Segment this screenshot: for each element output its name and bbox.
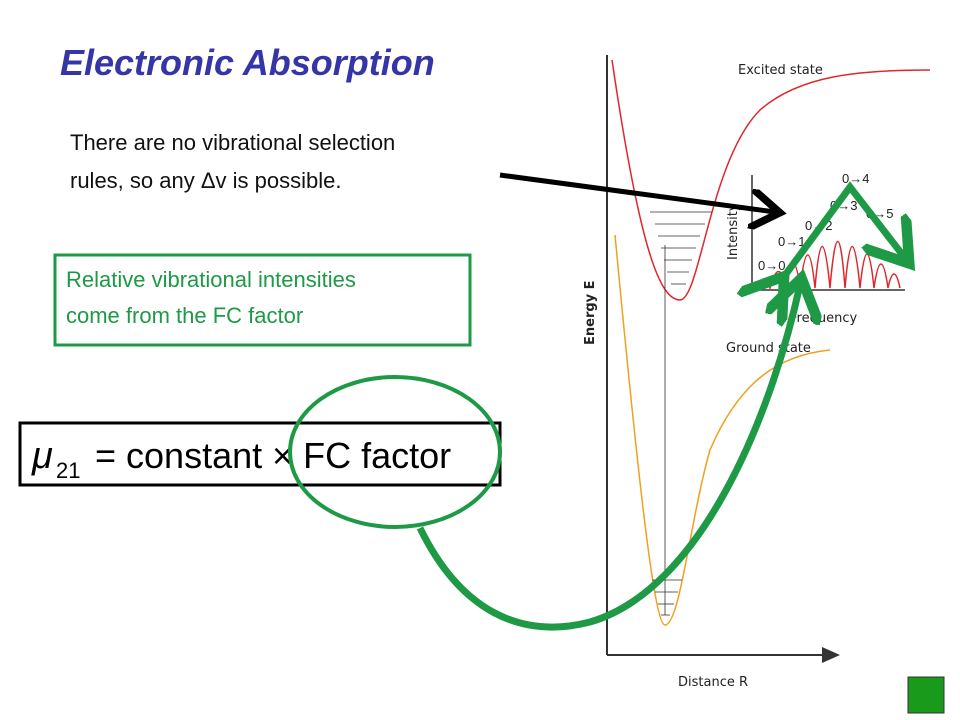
body-line: There are no vibrational selection	[70, 130, 395, 155]
nav-square[interactable]	[907, 676, 945, 714]
inset-x-label: Frequency	[790, 311, 857, 326]
equation-subscript: 21	[56, 458, 80, 483]
peak-label: 0→1	[778, 234, 805, 249]
ground-label: Ground state	[726, 341, 811, 356]
ground-curve	[614, 234, 831, 626]
excited-label: Excited state	[738, 63, 823, 78]
callout-line: Relative vibrational intensities	[66, 267, 356, 292]
title: Electronic Absorption	[60, 42, 435, 83]
inset-y-label: Intensity	[726, 203, 741, 260]
green-envelope	[780, 181, 905, 282]
highlight-ellipse	[288, 375, 502, 529]
body-line: rules, so any Δv is possible.	[70, 168, 341, 193]
callout-line: come from the FC factor	[66, 303, 303, 328]
peak-label: 0→4	[842, 171, 869, 186]
x-axis-label: Distance R	[678, 675, 748, 690]
callout-box	[53, 253, 472, 347]
green-arrow	[416, 285, 800, 631]
peak-label: 0→0	[758, 258, 785, 273]
equation-symbol: μ	[31, 435, 53, 477]
y-axis-label: Energy E	[583, 280, 598, 345]
pointer-arrow	[499, 172, 775, 212]
equation-expression: = constant × FC factor	[95, 435, 451, 476]
excited-curve	[611, 59, 931, 301]
